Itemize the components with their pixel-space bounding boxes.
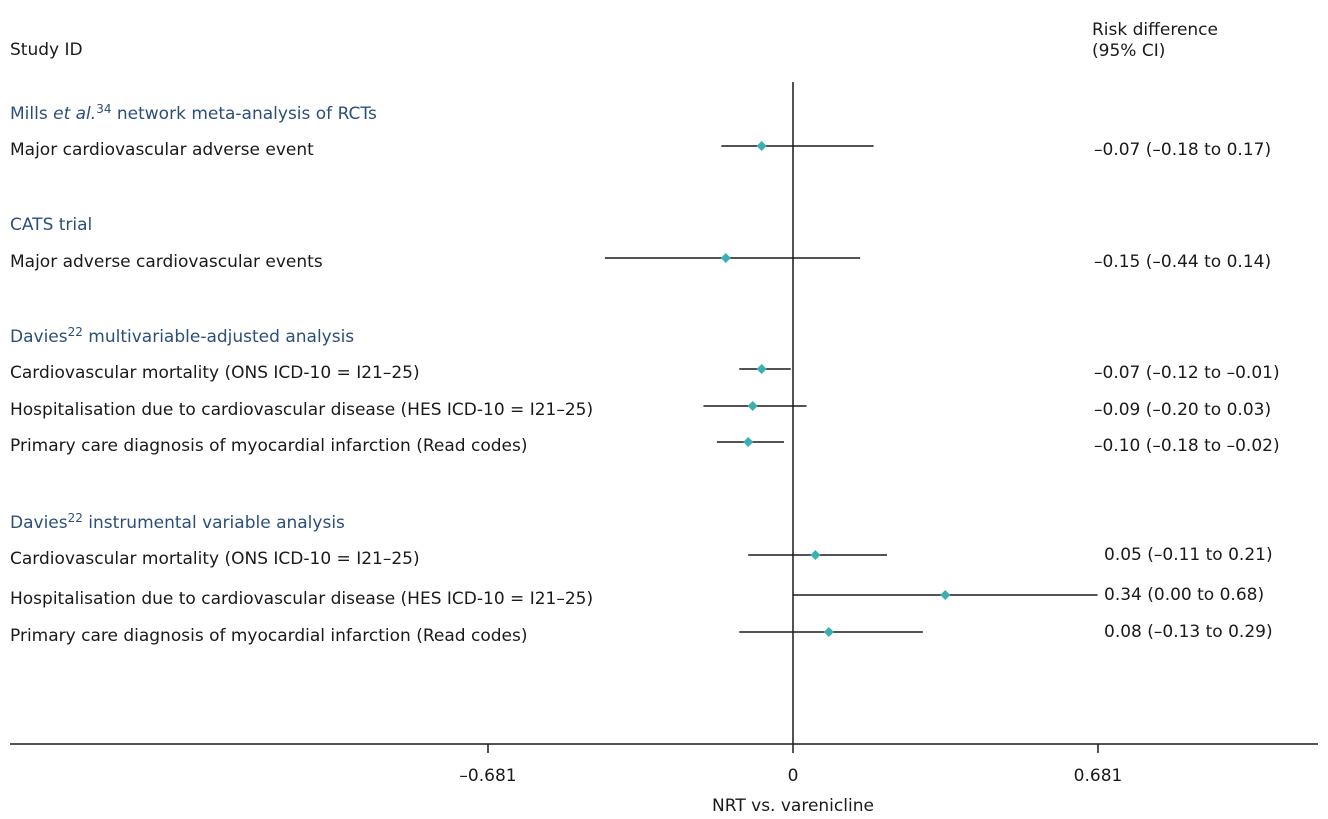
estimate-text: 0.34 (0.00 to 0.68) <box>1104 585 1265 605</box>
point-estimate-marker <box>743 437 754 447</box>
x-tick-label: 0.681 <box>1074 766 1123 786</box>
risk-difference-header-line2: (95% CI) <box>1092 41 1166 61</box>
row-label-davies-iv-hospitalisation: Hospitalisation due to cardiovascular di… <box>10 589 594 609</box>
x-axis-label: NRT vs. varenicline <box>712 796 874 816</box>
estimate-text: –0.07 (–0.12 to –0.01) <box>1094 363 1280 383</box>
row-label-davies-mv-hospitalisation: Hospitalisation due to cardiovascular di… <box>10 400 594 420</box>
estimate-text: –0.07 (–0.18 to 0.17) <box>1094 140 1272 160</box>
row-label-davies-mv-primary-care: Primary care diagnosis of myocardial inf… <box>10 436 528 456</box>
study-id-header: Study ID <box>10 40 83 60</box>
x-tick-label: 0 <box>788 766 799 786</box>
point-estimate-marker <box>720 253 731 263</box>
row-label-mills-mace: Major cardiovascular adverse event <box>10 140 314 160</box>
row-label-cats-mace: Major adverse cardiovascular events <box>10 252 323 272</box>
estimate-text: –0.15 (–0.44 to 0.14) <box>1094 252 1272 272</box>
group-title-cats: CATS trial <box>10 215 93 235</box>
row-label-davies-iv-mortality: Cardiovascular mortality (ONS ICD-10 = I… <box>10 549 420 569</box>
risk-difference-header-line1: Risk difference <box>1092 20 1218 40</box>
point-estimate-marker <box>756 364 767 374</box>
estimate-text: –0.10 (–0.18 to –0.02) <box>1094 436 1280 456</box>
x-tick-label: –0.681 <box>459 766 516 786</box>
point-estimate-marker <box>823 627 834 637</box>
group-title-davies-multivariable: Davies22 multivariable-adjusted analysis <box>10 325 355 347</box>
row-label-davies-mv-mortality: Cardiovascular mortality (ONS ICD-10 = I… <box>10 363 420 383</box>
row-label-davies-iv-primary-care: Primary care diagnosis of myocardial inf… <box>10 626 528 646</box>
estimate-text: 0.05 (–0.11 to 0.21) <box>1104 545 1273 565</box>
group-title-davies-instrumental: Davies22 instrumental variable analysis <box>10 511 345 533</box>
estimate-text: –0.09 (–0.20 to 0.03) <box>1094 400 1272 420</box>
point-estimate-marker <box>756 141 767 151</box>
point-estimate-marker <box>810 550 821 560</box>
estimate-text: 0.08 (–0.13 to 0.29) <box>1104 622 1273 642</box>
risk-difference-header: Risk difference (95% CI) <box>1092 20 1218 62</box>
group-title-mills: Mills et al.34 network meta-analysis of … <box>10 102 377 124</box>
point-estimate-marker <box>940 590 951 600</box>
point-estimate-marker <box>747 401 758 411</box>
